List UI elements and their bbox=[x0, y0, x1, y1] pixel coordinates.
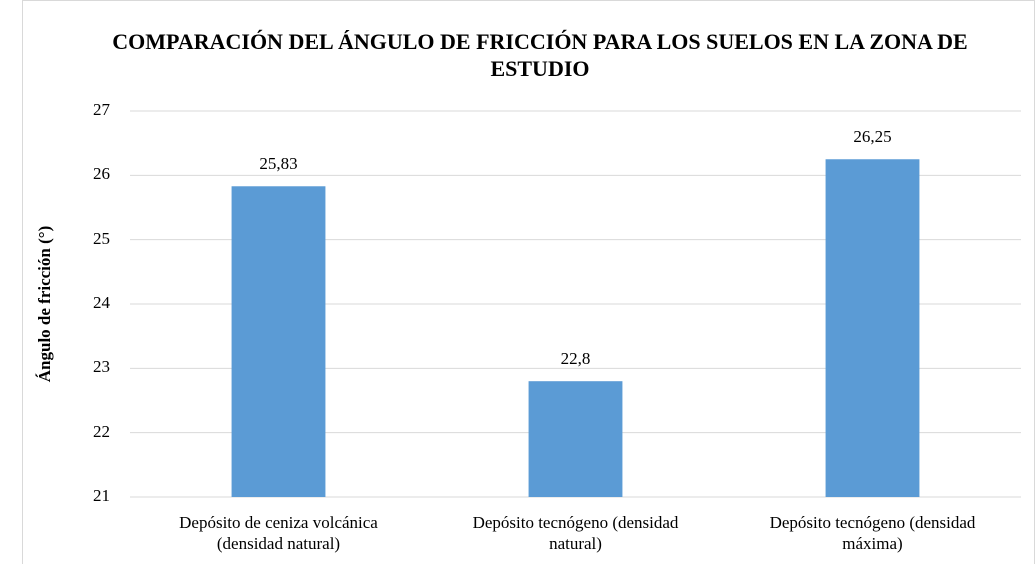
bar bbox=[825, 159, 920, 497]
y-tick-label: 26 bbox=[93, 164, 110, 184]
y-tick-label: 25 bbox=[93, 228, 110, 248]
y-tick-label: 27 bbox=[93, 100, 110, 119]
bar bbox=[528, 381, 623, 497]
data-label: 26,25 bbox=[853, 127, 892, 147]
x-tick-label: Depósito tecnógeno (densidad natural) bbox=[472, 513, 679, 553]
y-axis-label: Ángulo de fricción (°) bbox=[35, 225, 54, 383]
chart-title: COMPARACIÓN DEL ÁNGULO DE FRICCIÓN PARA … bbox=[112, 29, 968, 81]
bar bbox=[231, 186, 326, 497]
data-label: 25,83 bbox=[259, 154, 298, 174]
y-tick-label: 22 bbox=[93, 421, 110, 441]
y-tick-label: 21 bbox=[93, 486, 110, 505]
x-tick-label: Depósito de ceniza volcánica (densidad n… bbox=[179, 513, 378, 553]
y-tick-label: 23 bbox=[93, 357, 110, 377]
x-tick-label: Depósito tecnógeno (densidad máxima) bbox=[769, 513, 976, 553]
y-tick-label: 24 bbox=[93, 293, 110, 312]
data-label: 22,8 bbox=[560, 349, 591, 369]
